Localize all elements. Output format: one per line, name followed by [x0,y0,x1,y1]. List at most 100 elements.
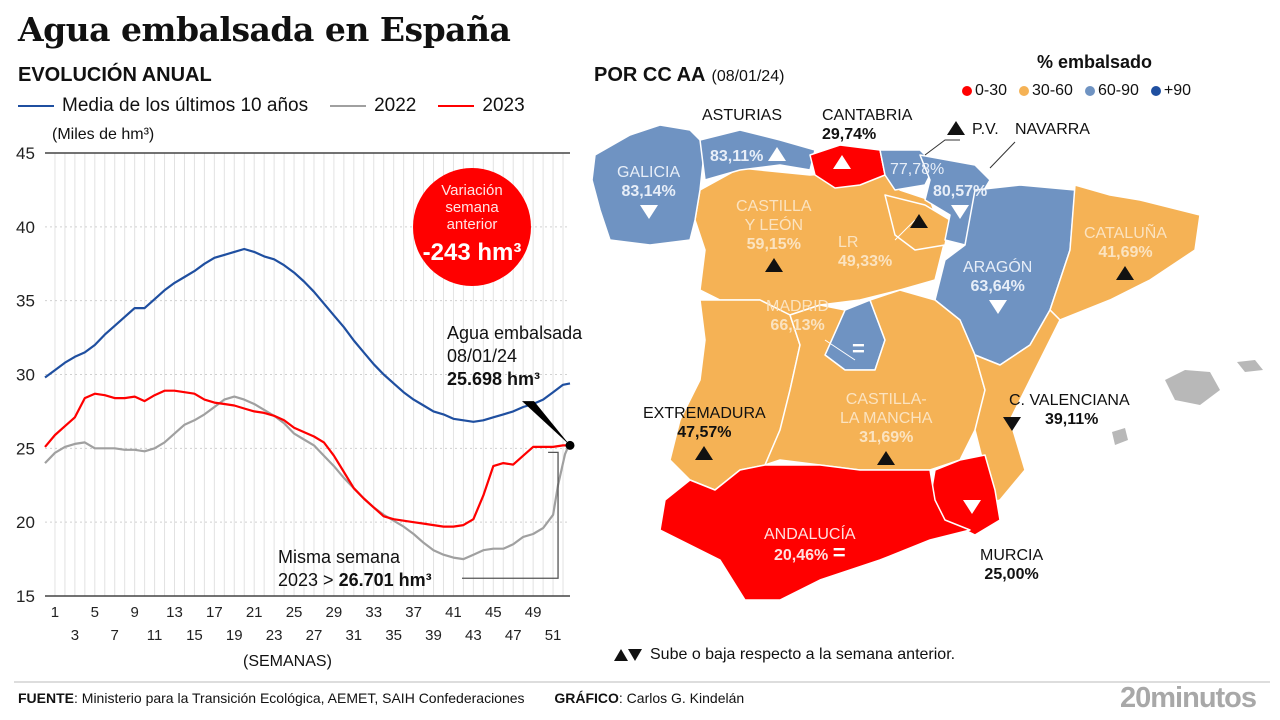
annotation-previous-year: Misma semana 2023 > 26.701 hm³ [278,546,432,592]
region-pct: 49,33% [838,253,893,270]
region-pct: 29,74% [822,126,877,143]
trend-note-text: Sube o baja respecto a la semana anterio… [650,646,956,663]
x-tick-label: 27 [306,627,323,644]
trend-up-icon [947,121,965,135]
y-tick-label: 40 [16,218,35,237]
leader-line-pv [924,139,960,156]
trend-up-icon [910,214,928,228]
annotation-value: 25.698 hm³ [447,369,541,389]
annotation-prefix: 2023 > [278,570,339,590]
horizontal-gridlines [45,152,570,597]
trend-down-icon [951,205,970,219]
map-subtitle-text: POR CC AA [594,64,706,86]
x-tick-label: 31 [345,627,362,644]
region-pct: 39,11% [1045,411,1099,428]
legend-label: 60-90 [1097,82,1139,99]
region-pct: 47,57% [677,424,732,441]
x-axis-label: (SEMANAS) [243,653,332,670]
legend-label: 2022 [374,95,417,116]
region-name: CATALUÑA [1084,225,1167,242]
region-label-extremadura: EXTREMADURA 47,57% [643,404,766,465]
graphic-label: GRÁFICO [554,690,619,706]
region-label-c-valenciana: C. VALENCIANA 39,11% [1009,391,1130,429]
region-label-asturias: 83,11% [710,147,786,166]
map-legend-item: 0-30 [962,82,1007,100]
map-legend-title: % embalsado [1037,52,1153,72]
x-tick-label: 43 [465,627,482,644]
legend-label: 2023 [482,95,525,116]
region-name: MURCIA [980,547,1044,564]
y-axis-ticks: 15 20 25 30 35 40 45 [16,144,35,606]
region-pct: 25,00% [984,566,1039,583]
series-line-media [44,247,571,423]
region-name: EXTREMADURA [643,405,766,422]
region-label-castilla-y-leon: CASTILLA Y LEÓN 59,15% [736,197,812,277]
region-pct: 66,13% [770,317,825,334]
footer-divider [14,681,1270,683]
region-name-pv: P.V. [972,121,999,138]
region-name: LR [838,234,859,251]
trend-equal-icon: = [852,336,865,361]
bubble-line: semana [445,199,499,216]
region-label-murcia: MURCIA 25,00% [980,546,1043,584]
trend-up-icon [1116,266,1135,280]
annotation-date: 08/01/24 [447,346,518,366]
region-pct: 41,69% [1098,244,1153,261]
trend-icon-cantabria [833,155,851,174]
series-line-y2022 [44,395,572,561]
y-tick-label: 45 [16,144,35,163]
x-tick-label: 19 [226,627,243,644]
region-baleares-ibiza [1112,428,1128,445]
x-tick-label: 35 [385,627,402,644]
map-legend-item: 60-90 [1084,82,1139,100]
x-tick-label: 39 [425,627,442,644]
region-pct: 63,64% [970,278,1025,295]
map-legend-item: +90 [1150,82,1191,100]
map-date: (08/01/24) [711,68,785,85]
y-tick-label: 25 [16,439,35,458]
weekly-variation-bubble: Variación semana anterior -243 hm³ [413,168,531,286]
bubble-value: -243 hm³ [422,239,522,266]
region-label-andalucia: ANDALUCÍA 20,46% = [764,525,856,565]
annotation-value: 26.701 hm³ [338,570,432,590]
x-tick-label: 49 [525,604,542,621]
trend-up-icon [833,155,851,169]
leader-line-madrid [824,339,856,361]
trend-up-icon [695,446,714,460]
trend-down-icon [639,205,658,219]
leader-line-navarra [989,141,1016,169]
page-title: Agua embalsada en España [18,10,511,49]
region-name: Y LEÓN [744,217,803,234]
region-label-castilla-la-mancha: CASTILLA- LA MANCHA 31,69% [840,390,932,470]
legend-dot-icon [1084,85,1095,96]
map-legend: 0-30 30-60 60-90 +90 [962,82,1191,100]
y-tick-label: 15 [16,587,35,606]
region-name: MADRID [766,298,830,315]
trend-icon-murcia [963,500,981,519]
map-subtitle: POR CC AA (08/01/24) [594,64,784,87]
annotation-connector-prev [462,451,559,579]
region-pct: 83,11% [710,148,764,165]
x-tick-label: 11 [147,627,163,644]
legend-swatch [330,104,367,107]
region-asturias [699,129,816,181]
source-text: : Ministerio para la Transición Ecológic… [74,690,525,706]
graphic-text: : Carlos G. Kindelán [618,690,745,706]
trend-icon-madrid: = [852,336,865,361]
x-tick-label: 15 [186,627,203,644]
trend-down-icon [988,300,1007,314]
region-pct: 59,15% [746,236,801,253]
x-tick-label: 5 [91,604,99,621]
current-value-marker [565,440,575,450]
x-tick-label: 9 [130,604,138,621]
trend-down-icon [1003,417,1021,431]
region-pct: 20,46% [774,547,829,564]
trend-icon-pv [947,121,965,140]
region-pct: 31,69% [859,429,914,446]
region-cataluna [1049,184,1201,321]
x-tick-label: 23 [266,627,283,644]
x-tick-label: 17 [206,604,223,621]
chart-subtitle: EVOLUCIÓN ANUAL [18,64,212,86]
region-pct: 80,57% [933,183,988,200]
x-tick-label: 3 [71,627,79,644]
